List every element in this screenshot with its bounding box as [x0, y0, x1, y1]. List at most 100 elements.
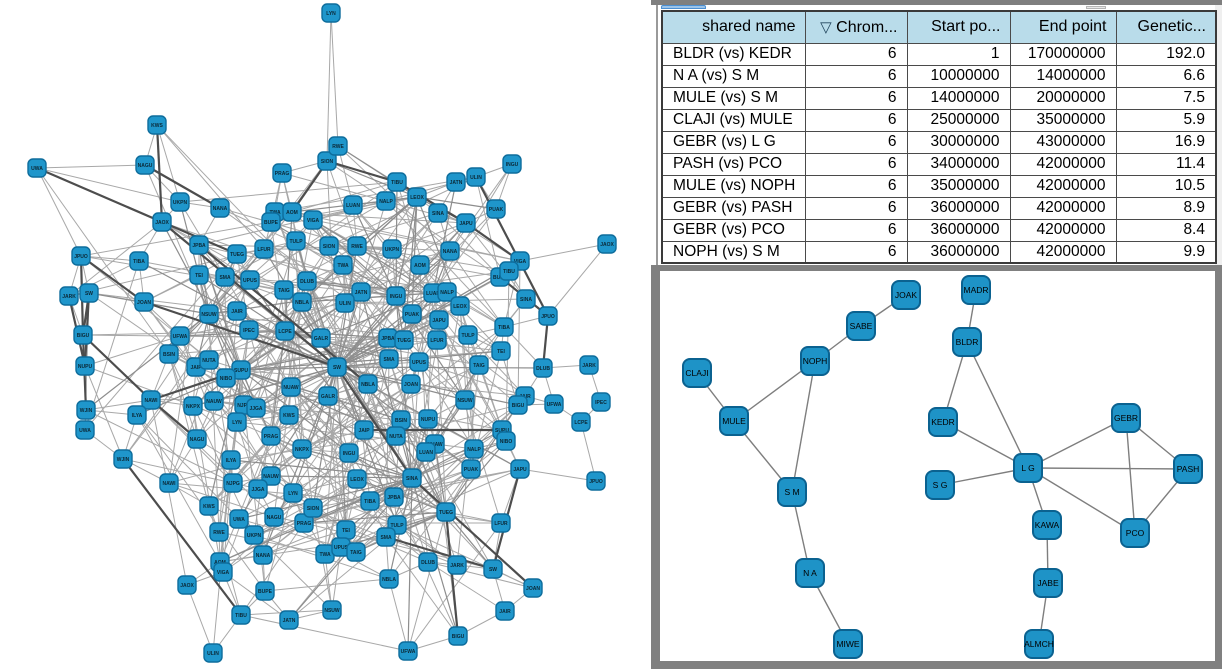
svg-text:TEI: TEI — [497, 349, 505, 355]
svg-text:NAGU: NAGU — [190, 437, 205, 443]
svg-text:NUTA: NUTA — [202, 358, 216, 364]
svg-text:VIGA: VIGA — [514, 259, 527, 265]
svg-text:TAIG: TAIG — [473, 363, 485, 369]
svg-text:LFUR: LFUR — [430, 338, 444, 344]
svg-text:NBLA: NBLA — [382, 577, 396, 583]
svg-text:TWA: TWA — [337, 263, 348, 269]
svg-text:TUEG: TUEG — [397, 338, 411, 344]
svg-text:WJIN: WJIN — [80, 408, 93, 414]
svg-text:NJPG: NJPG — [237, 403, 251, 409]
svg-text:SION: SION — [323, 244, 336, 250]
svg-text:NALP: NALP — [467, 447, 481, 453]
svg-text:RWE: RWE — [332, 144, 344, 150]
svg-text:NSUW: NSUW — [324, 608, 340, 614]
svg-text:MIWE: MIWE — [836, 639, 859, 649]
svg-text:PUAK: PUAK — [464, 467, 479, 473]
svg-text:LUAN: LUAN — [419, 450, 433, 456]
svg-text:INGU: INGU — [343, 451, 356, 457]
svg-text:NAUW: NAUW — [263, 474, 279, 480]
svg-text:TEI: TEI — [195, 273, 203, 279]
svg-text:JJGA: JJGA — [249, 406, 262, 412]
svg-text:LEOX: LEOX — [453, 304, 467, 310]
svg-text:SABE: SABE — [850, 321, 873, 331]
svg-text:AOM: AOM — [286, 210, 298, 216]
svg-text:JOAN: JOAN — [404, 382, 418, 388]
svg-text:VIGA: VIGA — [307, 218, 320, 224]
svg-text:LYN: LYN — [288, 491, 298, 497]
svg-text:SUPU: SUPU — [234, 368, 248, 374]
svg-text:VIGA: VIGA — [217, 570, 230, 576]
svg-text:GALR: GALR — [321, 394, 336, 400]
svg-text:JPUO: JPUO — [589, 479, 603, 485]
svg-text:JAPU: JAPU — [513, 467, 527, 473]
svg-text:NANA: NANA — [443, 249, 458, 255]
svg-text:NIBO: NIBO — [500, 439, 513, 445]
svg-text:UWA: UWA — [233, 517, 245, 523]
svg-text:SINA: SINA — [520, 297, 532, 303]
svg-text:NKPX: NKPX — [295, 447, 310, 453]
svg-text:KWS: KWS — [151, 123, 163, 129]
svg-text:SW: SW — [85, 291, 93, 297]
svg-text:NOPH: NOPH — [803, 356, 828, 366]
svg-text:IPEC: IPEC — [243, 328, 255, 334]
svg-text:LYN: LYN — [232, 420, 242, 426]
svg-text:BSIN: BSIN — [395, 418, 407, 424]
svg-text:TUEG: TUEG — [230, 252, 244, 258]
svg-text:TIBA: TIBA — [498, 325, 510, 331]
svg-text:GALR: GALR — [314, 336, 329, 342]
svg-text:SW: SW — [489, 567, 497, 573]
svg-text:NAUW: NAUW — [206, 399, 222, 405]
svg-text:NUTA: NUTA — [389, 434, 403, 440]
svg-text:NBLA: NBLA — [361, 382, 375, 388]
svg-text:JOAN: JOAN — [137, 300, 151, 306]
svg-text:NAWI: NAWI — [162, 481, 176, 487]
svg-text:JATN: JATN — [283, 618, 296, 624]
svg-text:PCO: PCO — [1126, 528, 1145, 538]
svg-text:SION: SION — [307, 506, 320, 512]
svg-text:SMA: SMA — [383, 357, 395, 363]
svg-text:INGU: INGU — [390, 294, 403, 300]
svg-text:NAWI: NAWI — [144, 398, 158, 404]
svg-text:BIGU: BIGU — [77, 333, 90, 339]
svg-text:JARK: JARK — [582, 363, 596, 369]
svg-text:RWE: RWE — [351, 244, 363, 250]
svg-text:RWE: RWE — [213, 530, 225, 536]
svg-text:MADR: MADR — [963, 285, 988, 295]
svg-text:LEOX: LEOX — [410, 195, 424, 201]
svg-text:CLAJI: CLAJI — [685, 368, 708, 378]
svg-text:NIBO: NIBO — [220, 376, 233, 382]
svg-text:JABE: JABE — [1037, 578, 1059, 588]
svg-text:TAIG: TAIG — [278, 288, 290, 294]
svg-text:UFWA: UFWA — [401, 649, 416, 655]
svg-text:TUEG: TUEG — [439, 510, 453, 516]
svg-text:JOAN: JOAN — [526, 586, 540, 592]
svg-text:BUPE: BUPE — [258, 589, 273, 595]
svg-text:ILYA: ILYA — [226, 458, 237, 464]
svg-text:BIGU: BIGU — [452, 634, 465, 640]
svg-text:GEBR: GEBR — [1114, 413, 1138, 423]
svg-text:PRAG: PRAG — [275, 171, 290, 177]
svg-text:UPUS: UPUS — [243, 278, 258, 284]
svg-text:PASH: PASH — [1177, 464, 1200, 474]
svg-text:JAIP: JAIP — [190, 365, 202, 371]
svg-text:NUPU: NUPU — [78, 364, 93, 370]
svg-text:SION: SION — [321, 159, 334, 165]
svg-text:KWS: KWS — [203, 504, 215, 510]
svg-text:MULE: MULE — [722, 416, 746, 426]
svg-text:LUAN: LUAN — [346, 203, 360, 209]
svg-text:TAIG: TAIG — [350, 550, 362, 556]
svg-text:NALP: NALP — [440, 290, 454, 296]
svg-text:UFWA: UFWA — [173, 334, 188, 340]
svg-text:LCPE: LCPE — [574, 420, 588, 426]
svg-text:IPEC: IPEC — [595, 400, 607, 406]
svg-text:NAGU: NAGU — [267, 515, 282, 521]
svg-text:UKPN: UKPN — [173, 200, 188, 206]
svg-text:NJPG: NJPG — [226, 481, 240, 487]
svg-text:BIGU: BIGU — [512, 403, 525, 409]
svg-text:TULP: TULP — [461, 333, 475, 339]
svg-text:TIBU: TIBU — [503, 269, 515, 275]
svg-text:BLDR: BLDR — [956, 337, 979, 347]
svg-text:LFUR: LFUR — [257, 247, 271, 253]
svg-text:NUPU: NUPU — [421, 417, 436, 423]
svg-text:LCPE: LCPE — [278, 329, 292, 335]
